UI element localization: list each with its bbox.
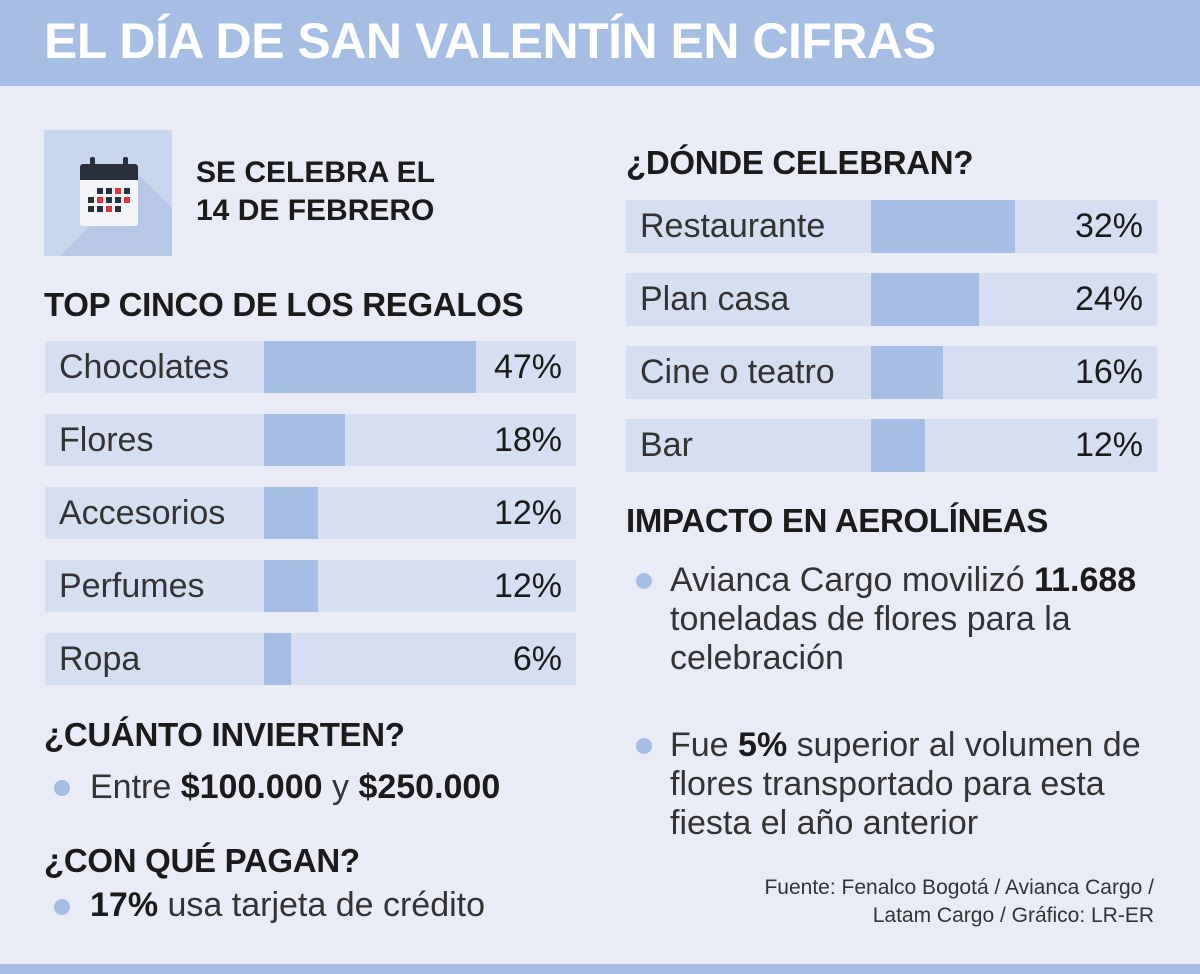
venues-chart-title: ¿DÓNDE CELEBRAN?: [626, 144, 974, 181]
calendar-day-highlight: [124, 197, 130, 203]
calendar-day: [97, 188, 103, 194]
calendar-day: [106, 197, 112, 203]
airlines-item-1-num: 11.688: [1034, 561, 1137, 599]
venues-row: Cine o teatro 16%: [626, 346, 1157, 399]
venues-bar: [871, 419, 925, 472]
source-line1: Fuente: Fenalco Bogotá / Avianca Cargo /: [764, 876, 1154, 899]
gifts-chart-title: TOP CINCO DE LOS REGALOS: [44, 286, 524, 323]
gifts-category-label: Perfumes: [59, 566, 205, 605]
airlines-item-2: Fue 5% superior al volumen de flores tra…: [670, 726, 1180, 843]
bullet-dot: [636, 573, 652, 589]
calendar-day: [124, 188, 130, 194]
invest-low: $100.000: [180, 768, 323, 806]
venues-category-label: Cine o teatro: [640, 353, 835, 391]
gifts-value-label: 6%: [512, 639, 562, 678]
gifts-row: Ropa 6%: [45, 633, 576, 685]
invest-prefix: Entre: [90, 768, 181, 806]
venues-value-label: 16%: [1074, 353, 1143, 391]
header-banner: EL DÍA DE SAN VALENTÍN EN CIFRAS: [0, 0, 1200, 86]
venues-bar: [871, 273, 979, 326]
bullet-dot: [636, 738, 652, 754]
gifts-category-label: Accesorios: [59, 493, 226, 532]
gifts-bar: [264, 633, 292, 685]
gifts-value-label: 47%: [493, 347, 562, 386]
venues-category-label: Restaurante: [640, 207, 826, 245]
gifts-category-label: Flores: [59, 420, 154, 459]
venues-category-label: Plan casa: [640, 280, 790, 318]
gifts-bar: [264, 560, 319, 612]
pay-text: 17% usa tarjeta de crédito: [90, 886, 485, 925]
gifts-bar: [264, 414, 346, 466]
calendar-day: [97, 206, 103, 212]
venues-category-label: Bar: [640, 426, 693, 464]
bullet-dot: [54, 780, 70, 796]
calendar-day: [106, 188, 112, 194]
venues-bar: [871, 200, 1015, 253]
bullet-dot: [54, 899, 70, 915]
venues-value-label: 12%: [1074, 426, 1143, 464]
footer-bar: [0, 964, 1200, 974]
airlines-title: IMPACTO EN AEROLÍNEAS: [626, 502, 1049, 539]
pay-pct: 17%: [90, 886, 159, 924]
invest-mid: y: [322, 768, 359, 806]
invest-high: $250.000: [358, 768, 501, 806]
calendar-icon: [44, 130, 172, 256]
celebration-date-line1: SE CELEBRA EL: [196, 156, 435, 189]
gifts-bar: [264, 341, 476, 393]
venues-value-label: 24%: [1074, 280, 1143, 318]
pay-title: ¿CON QUÉ PAGAN?: [44, 842, 360, 879]
gifts-row: Perfumes 12%: [45, 560, 576, 612]
airlines-item-2-pre: Fue: [670, 726, 739, 764]
gifts-row: Flores 18%: [45, 414, 576, 466]
gifts-category-label: Chocolates: [59, 347, 230, 386]
gifts-category-label: Ropa: [59, 639, 141, 678]
gifts-value-label: 12%: [493, 493, 562, 532]
gifts-bar: [264, 487, 319, 539]
airlines-item-2-post: superior al volumen de flores transporta…: [670, 726, 1141, 842]
celebration-date: SE CELEBRA EL 14 DE FEBRERO: [196, 154, 435, 230]
gifts-row: Chocolates 47%: [45, 341, 576, 393]
pay-desc: usa tarjeta de crédito: [158, 886, 486, 924]
source-line2: Latam Cargo / Gráfico: LR-ER: [872, 904, 1154, 927]
invest-text: Entre $100.000 y $250.000: [90, 768, 500, 807]
celebration-date-line2: 14 DE FEBRERO: [196, 194, 435, 227]
venues-row: Restaurante 32%: [626, 200, 1157, 253]
gifts-row: Accesorios 12%: [45, 487, 576, 539]
gifts-value-label: 18%: [493, 420, 562, 459]
page-title: EL DÍA DE SAN VALENTÍN EN CIFRAS: [44, 13, 936, 69]
airlines-item-1-post: toneladas de flores para la celebración: [670, 600, 1071, 677]
calendar-ring-right: [123, 157, 128, 169]
calendar-day: [88, 197, 94, 203]
invest-title: ¿CUÁNTO INVIERTEN?: [44, 716, 405, 753]
calendar-day-highlight: [106, 206, 112, 212]
venues-value-label: 32%: [1074, 207, 1143, 245]
source-note: Fuente: Fenalco Bogotá / Avianca Cargo /…: [654, 874, 1154, 930]
gifts-value-label: 12%: [493, 566, 562, 605]
venues-bar: [871, 346, 943, 399]
calendar-ring-left: [90, 157, 95, 169]
calendar-day-highlight: [97, 197, 103, 203]
calendar-day: [115, 197, 121, 203]
calendar-header: [80, 164, 138, 180]
venues-row: Bar 12%: [626, 419, 1157, 472]
calendar-day: [88, 206, 94, 212]
airlines-item-2-num: 5%: [738, 726, 788, 764]
calendar-day: [115, 206, 121, 212]
calendar-day-highlight: [115, 188, 121, 194]
venues-row: Plan casa 24%: [626, 273, 1157, 326]
airlines-item-1: Avianca Cargo movilizó 11.688 toneladas …: [670, 561, 1180, 678]
airlines-item-1-pre: Avianca Cargo movilizó: [670, 561, 1035, 599]
